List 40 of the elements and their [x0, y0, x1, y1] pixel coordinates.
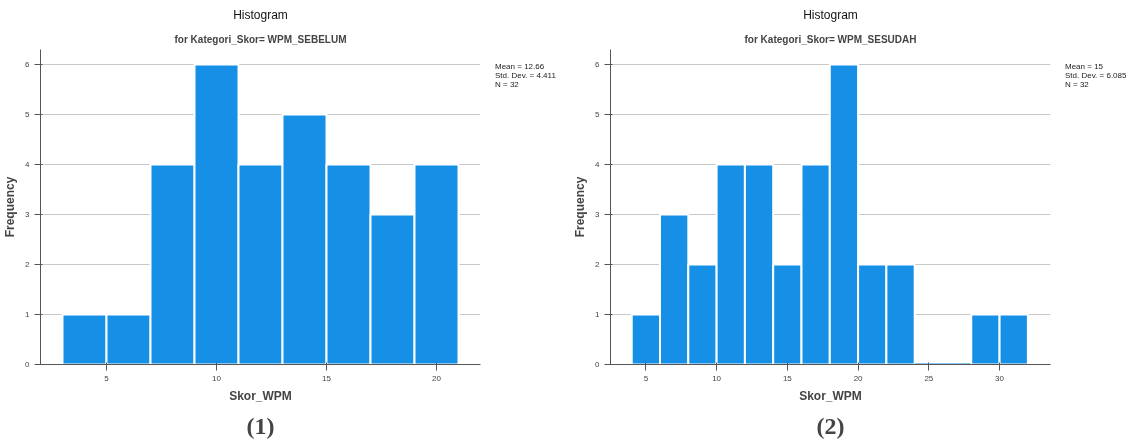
chart-subtitle: for Kategori_Skor= WPM_SESUDAH — [744, 33, 917, 45]
y-tick-label: 1 — [595, 310, 601, 319]
text: (2) — [816, 412, 845, 439]
x-axis-title: Skor_WPM — [799, 388, 862, 403]
x-tick-label: 10 — [712, 373, 722, 383]
x-tick-label: 5 — [643, 373, 649, 383]
text: Std. Dev. = 6.085 — [1065, 71, 1127, 80]
text: N = 32 — [495, 80, 519, 89]
y-axis-title: Frequency — [573, 176, 588, 238]
text: Std. Dev. = 4.411 — [495, 71, 556, 80]
text: Mean = 12.66 — [495, 62, 545, 71]
y-tick-label: 6 — [595, 60, 601, 69]
text: (1) — [246, 412, 275, 439]
text: N = 32 — [1065, 80, 1089, 89]
y-tick-label: 4 — [25, 160, 31, 169]
x-tick-label: 15 — [782, 373, 793, 383]
y-tick-label: 0 — [25, 360, 31, 369]
chart-title: Histogram — [803, 7, 858, 22]
y-tick-label: 6 — [25, 60, 31, 69]
x-tick-label: 25 — [924, 373, 934, 383]
chart-title: Histogram — [233, 7, 288, 22]
y-tick-label: 4 — [595, 160, 601, 169]
text: Mean = 15 — [1065, 62, 1104, 71]
x-tick-label: 30 — [995, 373, 1005, 383]
chart-subtitle: for Kategori_Skor= WPM_SEBELUM — [174, 33, 347, 45]
x-tick-label: 15 — [322, 373, 332, 383]
x-tick-label: 20 — [432, 373, 442, 383]
y-tick-label: 2 — [25, 260, 31, 269]
y-tick-label: 1 — [25, 310, 31, 319]
y-tick-label: 5 — [25, 110, 31, 119]
x-axis-title: Skor_WPM — [229, 388, 292, 403]
y-tick-label: 3 — [25, 210, 31, 219]
x-tick-label: 20 — [853, 373, 864, 383]
y-axis-title: Frequency — [3, 176, 18, 238]
y-tick-label: 5 — [595, 110, 601, 119]
y-tick-label: 0 — [595, 360, 601, 369]
y-tick-label: 3 — [595, 210, 601, 219]
x-tick-label: 10 — [212, 373, 222, 383]
y-tick-label: 2 — [595, 260, 601, 269]
x-tick-label: 5 — [104, 373, 110, 383]
